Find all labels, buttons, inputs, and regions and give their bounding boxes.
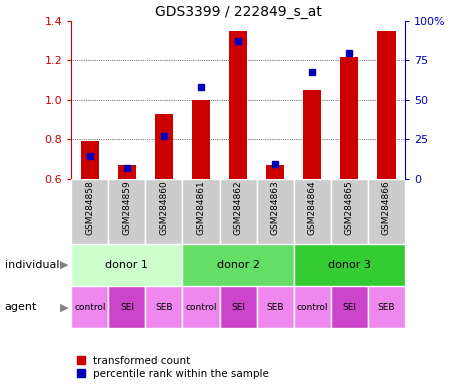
Text: donor 2: donor 2 <box>216 260 259 270</box>
Bar <box>154 114 173 179</box>
Bar <box>71 286 108 328</box>
Bar <box>265 165 284 179</box>
Text: GSM284858: GSM284858 <box>85 180 94 235</box>
Bar <box>219 286 256 328</box>
Text: SEB: SEB <box>155 303 172 312</box>
Text: GSM284860: GSM284860 <box>159 180 168 235</box>
Text: SEI: SEI <box>341 303 355 312</box>
Bar <box>293 179 330 244</box>
Bar <box>145 286 182 328</box>
Text: GSM284866: GSM284866 <box>381 180 390 235</box>
Text: GSM284861: GSM284861 <box>196 180 205 235</box>
Bar <box>191 100 210 179</box>
Bar <box>256 179 293 244</box>
Bar <box>339 56 358 179</box>
Bar <box>367 179 404 244</box>
Text: GSM284864: GSM284864 <box>307 180 316 235</box>
Text: individual: individual <box>5 260 59 270</box>
Bar <box>71 179 108 244</box>
Bar <box>376 31 395 179</box>
Bar <box>256 286 293 328</box>
Text: GSM284862: GSM284862 <box>233 180 242 235</box>
Text: donor 3: donor 3 <box>327 260 370 270</box>
Bar <box>302 90 321 179</box>
Bar <box>108 286 145 328</box>
Bar <box>330 286 367 328</box>
Text: GSM284863: GSM284863 <box>270 180 279 235</box>
Text: SEB: SEB <box>266 303 283 312</box>
Text: control: control <box>74 303 106 312</box>
Text: ▶: ▶ <box>60 260 68 270</box>
Bar <box>182 244 293 286</box>
Bar <box>108 179 145 244</box>
Bar <box>118 165 136 179</box>
Bar <box>228 31 247 179</box>
Bar <box>182 179 219 244</box>
Bar <box>330 179 367 244</box>
Text: GSM284865: GSM284865 <box>344 180 353 235</box>
Legend: transformed count, percentile rank within the sample: transformed count, percentile rank withi… <box>76 356 269 379</box>
Bar <box>293 286 330 328</box>
Text: ▶: ▶ <box>60 302 68 312</box>
Text: SEB: SEB <box>377 303 394 312</box>
Text: control: control <box>185 303 216 312</box>
Text: GSM284859: GSM284859 <box>122 180 131 235</box>
Bar <box>182 286 219 328</box>
Bar <box>367 286 404 328</box>
Bar <box>219 179 256 244</box>
Bar <box>80 141 99 179</box>
Bar <box>145 179 182 244</box>
Bar <box>71 244 182 286</box>
Title: GDS3399 / 222849_s_at: GDS3399 / 222849_s_at <box>154 5 321 19</box>
Bar <box>293 244 404 286</box>
Text: SEI: SEI <box>120 303 134 312</box>
Text: SEI: SEI <box>230 303 245 312</box>
Text: control: control <box>296 303 327 312</box>
Text: agent: agent <box>5 302 37 312</box>
Text: donor 1: donor 1 <box>105 260 148 270</box>
